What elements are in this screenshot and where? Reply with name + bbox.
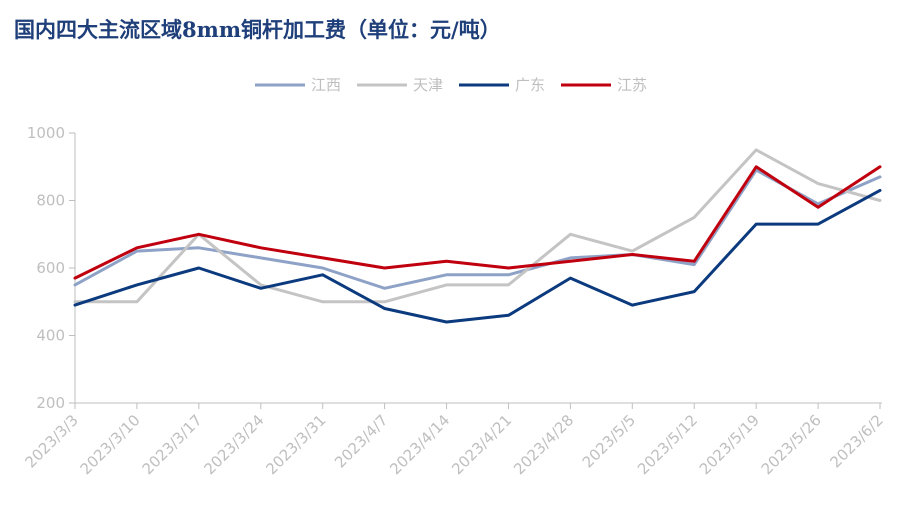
- x-tick-label: 2023/3/10: [77, 411, 144, 478]
- y-tick-label: 400: [36, 327, 65, 345]
- legend-label: 江苏: [617, 76, 647, 94]
- y-tick-label: 800: [36, 192, 65, 210]
- legend-label: 江西: [311, 76, 341, 94]
- x-tick-label: 2023/5/12: [634, 411, 701, 478]
- chart-title: 国内四大主流区域8mm铜杆加工费（单位：元/吨）: [14, 17, 501, 42]
- series-line-天津: [73, 148, 882, 304]
- x-tick-label: 2023/3/31: [262, 411, 329, 478]
- x-tick-label: 2023/4/21: [448, 411, 515, 478]
- series-line-广东: [73, 188, 882, 324]
- x-tick-label: 2023/3/3: [21, 411, 81, 471]
- x-tick-label: 2023/6/2: [826, 411, 886, 471]
- axes: 20040060080010002023/3/32023/3/102023/3/…: [21, 124, 886, 478]
- x-tick-label: 2023/4/28: [510, 411, 577, 478]
- series-line-江西: [73, 168, 882, 290]
- series-line-江苏: [73, 165, 882, 280]
- legend-label: 广东: [515, 76, 545, 94]
- x-tick-label: 2023/3/17: [139, 411, 206, 478]
- x-tick-label: 2023/5/19: [696, 411, 763, 478]
- x-tick-label: 2023/5/5: [579, 411, 639, 471]
- y-tick-label: 600: [36, 259, 65, 277]
- x-tick-label: 2023/5/26: [758, 411, 825, 478]
- series-lines: [73, 148, 882, 324]
- x-tick-label: 2023/4/7: [331, 411, 391, 471]
- x-tick-label: 2023/4/14: [386, 411, 453, 478]
- legend-label: 天津: [413, 76, 443, 94]
- legend: 江西 天津 广东 江苏: [255, 76, 647, 94]
- x-tick-label: 2023/3/24: [200, 411, 267, 478]
- y-tick-label: 200: [36, 394, 65, 412]
- y-tick-label: 1000: [27, 124, 65, 142]
